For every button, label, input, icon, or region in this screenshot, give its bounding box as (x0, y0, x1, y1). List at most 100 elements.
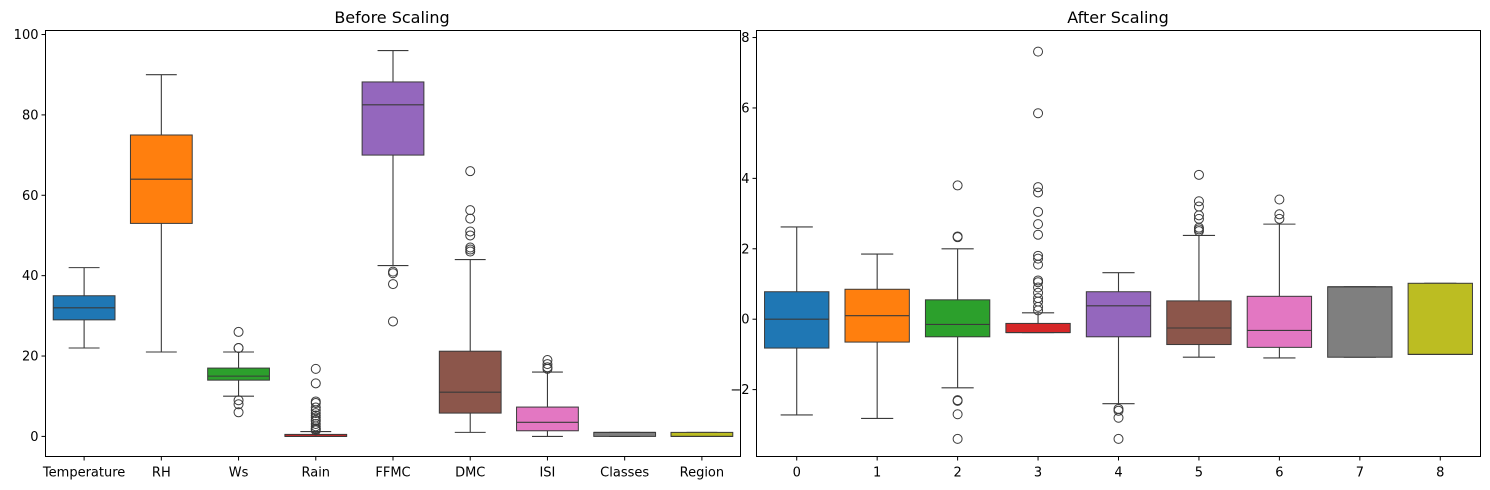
after-scaling-5-flier-3 (1193, 210, 1204, 221)
after-scaling-5-flier-2 (1193, 201, 1204, 212)
after-scaling-2-box (924, 299, 991, 338)
before-scaling-classes-box-group (593, 431, 657, 437)
after-scaling-3-flier-5 (1033, 219, 1044, 230)
after-scaling-4-flier-1 (1113, 405, 1124, 416)
before-scaling-ffmc-box-group (361, 50, 425, 327)
before-scaling-ws-box-group (207, 326, 270, 418)
after-scaling-3-flier-0 (1033, 46, 1044, 57)
after-scaling-6-flier-1 (1274, 209, 1285, 220)
before-scaling-dmc-flier-4 (465, 230, 476, 241)
after-scaling-3-flier-4 (1033, 206, 1044, 217)
after-scaling-6-box-group (1246, 194, 1313, 359)
after-scaling-ytick-label-2: −2 (730, 383, 749, 398)
before-scaling-isi-box-group (516, 355, 579, 437)
before-scaling-ffmc-box (361, 81, 425, 156)
after-scaling-0-box-group (764, 226, 830, 416)
before-scaling-rain-flier-3 (310, 398, 321, 409)
after-scaling-3-xtick-label: 3 (1034, 466, 1042, 481)
before-scaling-dmc-box-group (438, 166, 502, 433)
after-scaling-2-flier-4 (952, 395, 963, 406)
before-scaling-temperature-box-group (52, 267, 116, 349)
before-scaling-dmc-flier-1 (465, 205, 476, 216)
after-scaling-3-box (1005, 322, 1071, 334)
before-scaling-rain-flier-15 (310, 425, 321, 436)
after-scaling-8-box-group (1407, 282, 1473, 355)
after-scaling-5-xtick-label: 5 (1195, 466, 1203, 481)
after-scaling-3-flier-3 (1033, 187, 1044, 198)
after-scaling-3-flier-9 (1033, 259, 1044, 270)
before-scaling-region-xtick-label: Region (680, 466, 725, 481)
before-scaling-ws-xtick-label: Ws (229, 466, 249, 481)
before-scaling-isi-box (516, 406, 579, 432)
after-scaling-ytick-label-0: 0 (741, 313, 749, 328)
after-scaling-ytick-label-2: 2 (741, 242, 749, 257)
before-scaling-rain-flier-11 (310, 418, 321, 429)
after-scaling-6-box (1246, 295, 1313, 348)
after-scaling-2-flier-2 (952, 232, 963, 243)
before-scaling-rain-xtick-label: Rain (301, 466, 330, 481)
after-scaling-7-box-group (1327, 286, 1393, 358)
before-scaling-ffmc-flier-1 (388, 268, 398, 279)
after-scaling-boxes (764, 46, 1473, 444)
after-scaling-3-flier-2 (1033, 182, 1044, 193)
before-scaling-ws-flier-0 (233, 326, 244, 337)
before-scaling-isi-xtick-label: ISI (539, 466, 555, 481)
before-scaling-dmc-flier-2 (465, 213, 476, 224)
after-scaling-8-xtick-label: 8 (1436, 466, 1444, 481)
before-scaling-rain-flier-6 (310, 408, 321, 419)
before-scaling-rain-flier-1 (310, 378, 321, 389)
after-scaling-3-flier-8 (1033, 253, 1044, 264)
before-scaling-ffmc-flier-3 (388, 316, 398, 327)
after-scaling-2-flier-6 (952, 433, 963, 444)
before-scaling-ytick-label-100: 100 (14, 28, 39, 43)
after-scaling-ytick-label-6: 6 (741, 101, 749, 116)
after-scaling-3-flier-13 (1033, 287, 1044, 298)
after-scaling-5-box (1166, 300, 1232, 346)
before-scaling-ytick-label-0: 0 (30, 430, 38, 445)
before-scaling-x-axis: Temperature RH Ws Rain FFMC DMC ISI Classes Regi… (42, 456, 725, 481)
after-scaling-4-box-group (1085, 272, 1152, 444)
after-scaling-0-box (764, 291, 830, 349)
after-scaling-plot-frame (756, 30, 1481, 457)
after-scaling-y-axis: −2 0 2 4 6 8 (730, 31, 757, 398)
before-scaling-y-axis: 0 20 40 60 80 100 (14, 28, 46, 445)
after-scaling-5-flier-0 (1193, 169, 1204, 180)
after-scaling-7-xtick-label: 7 (1356, 466, 1364, 481)
before-scaling-classes-box (593, 431, 657, 437)
after-scaling-4-box (1085, 291, 1152, 338)
before-scaling-rh-box-group (129, 74, 193, 353)
after-scaling-1-box-group (844, 253, 910, 420)
after-scaling-6-flier-0 (1274, 194, 1285, 205)
after-scaling-6-xtick-label: 6 (1275, 466, 1283, 481)
before-scaling-temperature-xtick-label: Temperature (42, 466, 125, 481)
after-scaling-3-box-group (1005, 46, 1071, 334)
after-scaling-5-box-group (1166, 169, 1232, 358)
after-scaling-3-flier-12 (1033, 282, 1044, 293)
before-scaling-boxes (52, 50, 734, 437)
before-scaling-ffmc-flier-2 (388, 279, 398, 290)
after-scaling-x-axis: 0 1 2 3 4 5 6 7 8 (793, 456, 1444, 481)
after-scaling-ytick-label-8: 8 (741, 31, 749, 46)
after-scaling-ytick-label-4: 4 (741, 172, 749, 187)
before-scaling-dmc-xtick-label: DMC (455, 466, 485, 481)
before-scaling-dmc-box (438, 350, 502, 414)
after-scaling-3-flier-17 (1033, 305, 1044, 316)
after-scaling-3-flier-6 (1033, 229, 1044, 240)
before-scaling-dmc-flier-0 (465, 166, 476, 177)
before-scaling-dmc-flier-6 (465, 244, 476, 255)
before-scaling-dmc-flier-7 (465, 246, 476, 257)
after-scaling-6-flier-2 (1274, 213, 1285, 224)
before-scaling-isi-flier-3 (542, 363, 553, 374)
before-scaling-region-box-group (670, 431, 734, 437)
after-scaling-4-xtick-label: 4 (1114, 466, 1122, 481)
after-scaling-2-xtick-label: 2 (953, 466, 961, 481)
before-scaling-rain-flier-0 (310, 363, 321, 374)
before-scaling-ytick-label-60: 60 (22, 189, 39, 204)
after-scaling-2-flier-0 (952, 180, 963, 191)
before-scaling-ytick-label-20: 20 (22, 350, 39, 365)
before-scaling-classes-xtick-label: Classes (600, 466, 649, 481)
after-scaling-2-box-group (924, 180, 991, 444)
before-scaling-isi-flier-1 (542, 359, 553, 370)
before-scaling-region-box (670, 431, 734, 437)
after-scaling-4-flier-2 (1113, 412, 1124, 423)
